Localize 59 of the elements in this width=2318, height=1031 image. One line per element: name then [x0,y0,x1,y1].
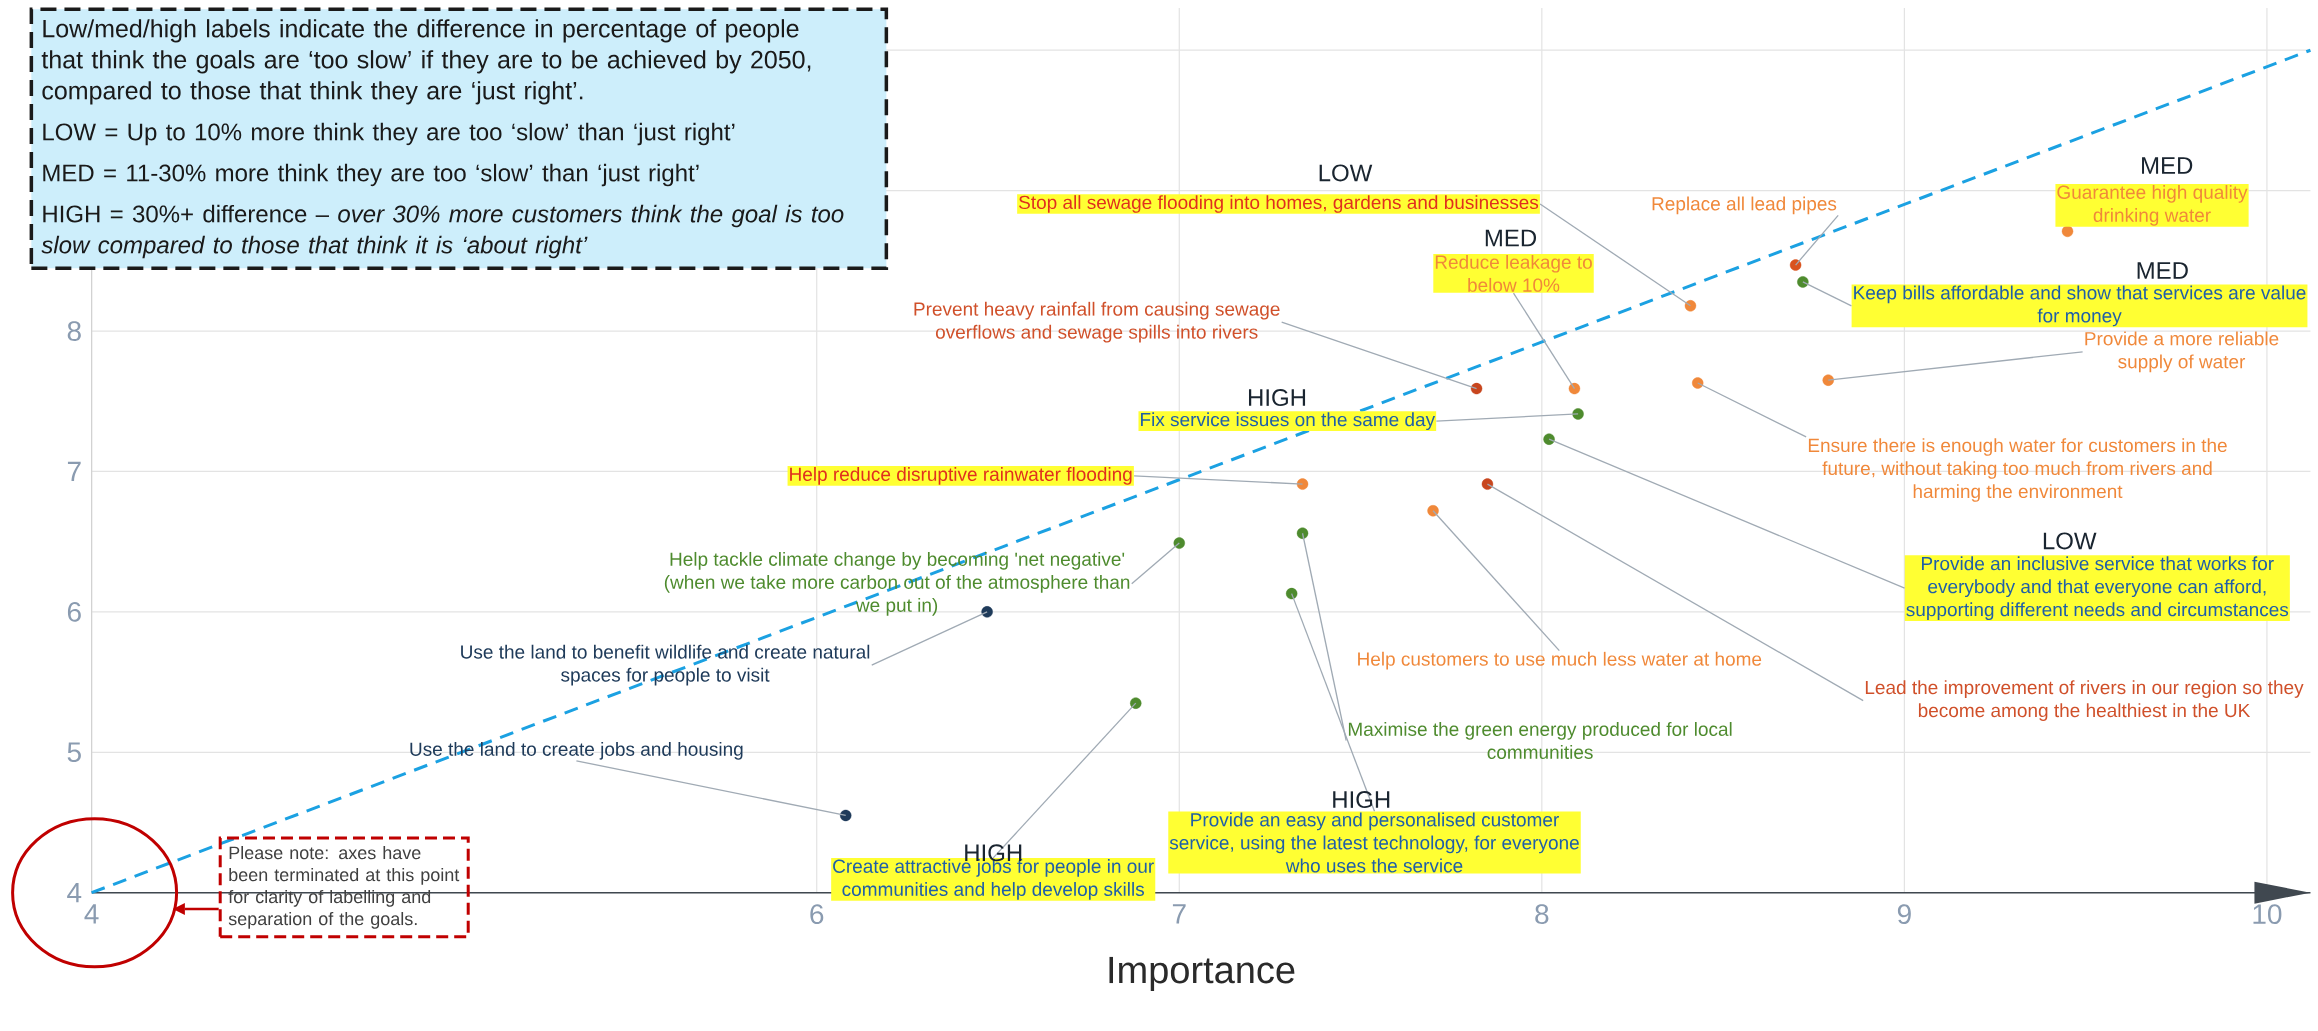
annotation: LOW [2043,532,2097,550]
point [1568,382,1581,395]
point [1789,259,1802,271]
annotation: Provide an inclusive service that works for everybody and that everyone can afford, supporting different needs and circumstances [1906,556,2289,621]
point [1797,276,1809,288]
annotation: Help customers to use much less water at home [1358,651,1762,670]
annotation: Reduce leakage to below 10% [1435,254,1592,292]
point [1684,300,1697,312]
annotation: MED = 11-30% more think they are too ‘slow’ than ‘just right’ [43,163,699,187]
x-tick-label: 9 [1897,904,1911,925]
annotation: LOW [1319,164,1373,182]
x-tick-label: 8 [1535,904,1549,925]
annotation: Guarantee high quality drinking water [2057,185,2248,226]
annotation: Prevent heavy rainfall from causing sewage overflows and sewage spills into rivers [914,301,1280,343]
point [1543,433,1555,445]
point [840,809,852,822]
x-tick-label: 6 [810,904,824,925]
point [1692,377,1704,389]
point [1296,527,1309,539]
annotation: Maximise the green energy produced for local communities [1348,722,1732,759]
annotation: Provide a more reliable supply of water [2085,331,2279,373]
point [1470,382,1483,395]
annotation: Replace all lead pipes [1652,196,1837,215]
annotation: MED [1485,229,1537,247]
point [1481,478,1494,490]
annotation: Keep bills affordable and show that services are value for money [1854,285,2306,327]
annotation: Help tackle climate change by becoming 'net negative' (when we take more carbon out of the atmosphere than we put in) [664,551,1130,616]
point [2061,225,2074,238]
annotation: Please note: axes have been terminated at this point for clarity of labelling and separation of the goals. [228,845,460,929]
y-tick-label: 6 [67,601,81,622]
point [1285,587,1298,600]
point [1822,374,1834,386]
annotation: Low/med/high labels indicate the difference in percentage of people that think the goals are ‘too slow’ if they are to be achieved by 2050, compared to those that think they are ‘just right’. [41,19,811,105]
annotation: Lead the improvement of rivers in our region so they become among the healthiest in the UK [1865,680,2304,721]
annotation: HIGH [1248,389,1306,407]
y-tick-label: 4 [67,883,82,903]
x-tick-label: 7 [1172,904,1186,924]
annotation: Help reduce disruptive rainwater flooding [790,467,1132,485]
annotation: MED [2142,157,2193,174]
annotation: Ensure there is enough water for customers in the future, without taking too much from rivers and harming the environment [1808,438,2227,502]
point [1427,505,1439,517]
point [1173,537,1185,549]
annotation: Use the land to benefit wildlife and create natural spaces for people to visit [461,644,870,686]
annotation: HIGH = 30%+ difference – over 30% more customers think the goal is too slow compared to those that think it is ‘about right’ [41,204,844,259]
x-tick-label: 4 [84,904,99,924]
annotation: Stop all sewage flooding into homes, gardens and businesses [1019,195,1539,213]
y-tick-label: 8 [67,321,81,341]
y-tick-label: 7 [67,461,81,482]
x-axis-title: Importance [1109,956,1295,991]
annotation: LOW = Up to 10% more think they are too ‘slow’ than ‘just right’ [43,122,735,146]
y-tick-label: 5 [67,742,81,763]
annotation: Use the land to create jobs and housing [410,741,743,760]
annotation: Provide an easy and personalised customer service, using the latest technology, for everyone who uses the service [1169,812,1579,873]
annotation: Fix service issues on the same day [1141,412,1436,431]
x-tick-label: 10 [2253,904,2282,925]
point [1130,697,1142,709]
point [981,606,993,618]
annotation: HIGH [1333,791,1390,809]
annotation: MED [2137,262,2188,279]
